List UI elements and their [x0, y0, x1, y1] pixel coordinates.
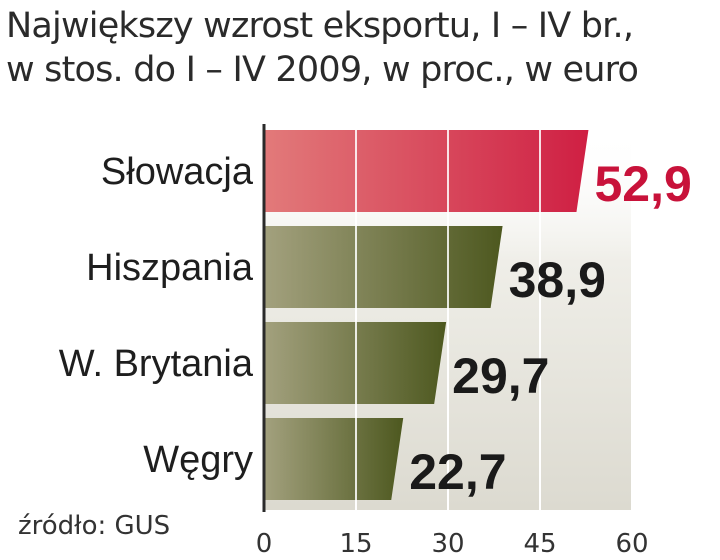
category-label-2: W. Brytania — [59, 343, 254, 385]
category-label-0: Słowacja — [101, 151, 254, 193]
category-label-3: Węgry — [143, 439, 253, 481]
bar-1 — [264, 226, 503, 308]
x-tick-label-0: 0 — [256, 529, 273, 559]
value-label-1: 38,9 — [509, 252, 606, 308]
value-label-0: 52,9 — [594, 156, 691, 212]
x-tick-labels: 0 15 30 45 60 — [256, 529, 649, 559]
category-labels: Słowacja Hiszpania W. Brytania Węgry — [59, 151, 254, 481]
bars — [264, 130, 589, 500]
category-label-1: Hiszpania — [86, 247, 254, 289]
x-tick-label-2: 30 — [431, 529, 464, 559]
value-labels: 52,9 38,9 29,7 22,7 — [409, 156, 692, 500]
chart-title: Największy wzrost eksportu, I – IV br., … — [6, 4, 718, 92]
chart-title-line-1: Największy wzrost eksportu, I – IV br., — [6, 6, 634, 46]
x-tick-label-3: 45 — [523, 529, 556, 559]
chart-title-line-2: w stos. do I – IV 2009, w proc., w euro — [6, 50, 639, 90]
bar-3 — [264, 418, 404, 500]
x-tick-label-1: 15 — [339, 529, 372, 559]
value-label-2: 29,7 — [452, 348, 549, 404]
source-note: źródło: GUS — [18, 511, 171, 541]
bar-0 — [264, 130, 589, 212]
x-tick-label-4: 60 — [615, 529, 648, 559]
value-label-3: 22,7 — [409, 444, 506, 500]
